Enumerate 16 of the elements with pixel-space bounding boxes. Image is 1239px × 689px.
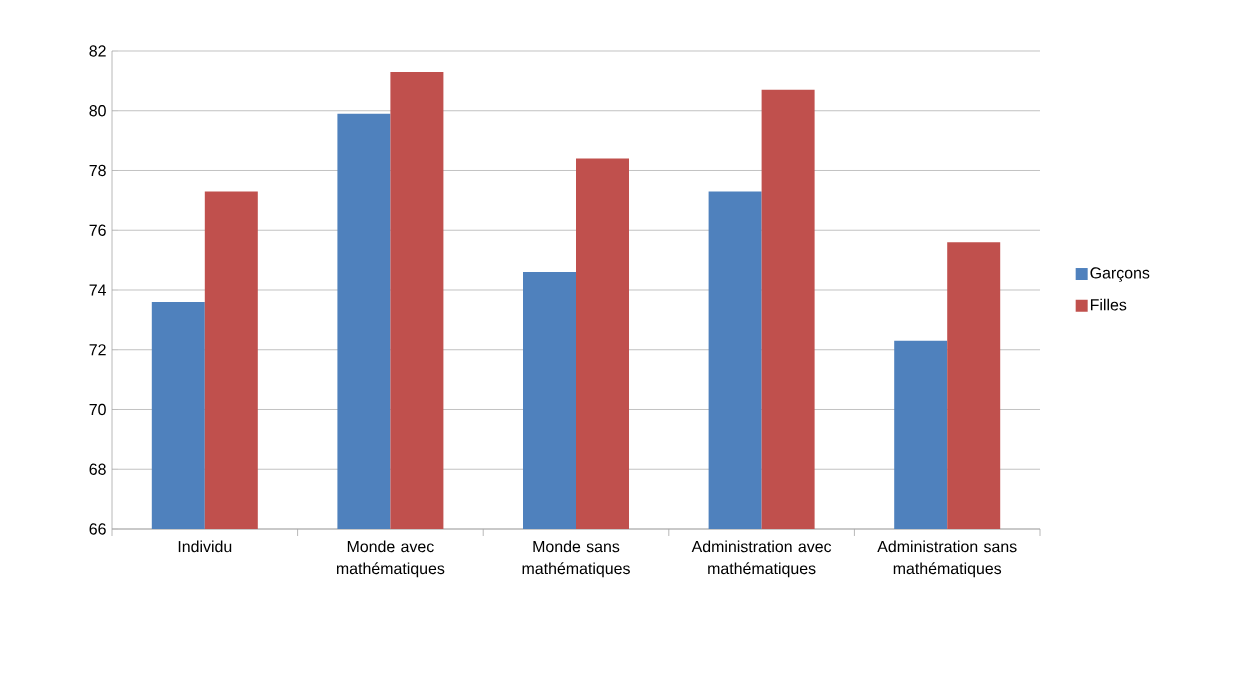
- legend-label: Filles: [1090, 298, 1127, 311]
- x-tick-label: Administration avec mathématiques: [691, 540, 832, 578]
- x-tick-label: Monde sans mathématiques: [522, 540, 630, 578]
- legend-label: Garçons: [1090, 267, 1150, 282]
- y-tick-label: 76: [89, 224, 106, 236]
- y-tick-label: 74: [89, 284, 107, 296]
- x-tick-label: Individu: [178, 540, 232, 553]
- y-tick-label: 68: [89, 463, 106, 475]
- y-tick-label: 70: [89, 403, 106, 416]
- x-tick-label: Monde avec mathématiques: [336, 540, 445, 578]
- y-tick-label: 80: [89, 105, 106, 117]
- y-tick-label: 82: [89, 45, 106, 57]
- x-tick-label: Administration sans mathématiques: [877, 540, 1017, 578]
- y-tick-label: 78: [89, 164, 106, 177]
- y-tick-label: 66: [89, 523, 106, 535]
- y-tick-label: 72: [89, 344, 106, 356]
